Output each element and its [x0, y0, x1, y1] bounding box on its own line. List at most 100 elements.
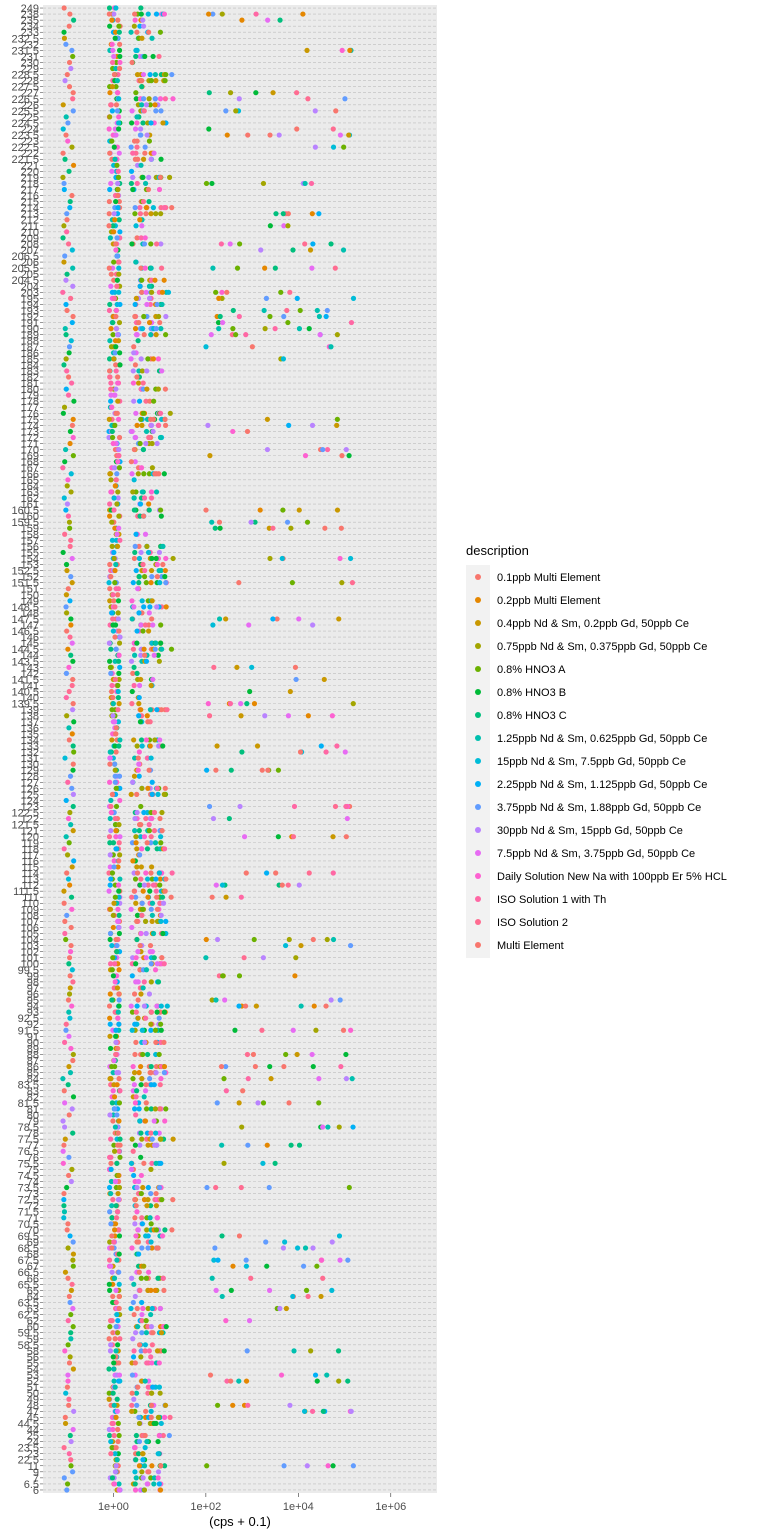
data-point	[134, 29, 140, 35]
data-point	[147, 1070, 153, 1076]
data-point	[61, 1142, 67, 1148]
legend-key	[475, 919, 481, 925]
data-point	[109, 1269, 115, 1275]
data-point	[111, 356, 117, 362]
y-tick-label: 114	[21, 868, 39, 880]
data-point	[67, 809, 73, 816]
data-point	[324, 936, 330, 943]
data-point	[336, 616, 342, 622]
data-point	[169, 1227, 175, 1233]
data-point	[142, 531, 149, 537]
y-tick-label: 59.5	[18, 1328, 39, 1340]
data-point	[138, 1154, 144, 1160]
data-point	[142, 1118, 149, 1124]
data-point	[286, 1100, 292, 1106]
data-point	[156, 1130, 162, 1136]
data-point	[149, 440, 155, 447]
data-point	[109, 1203, 115, 1209]
data-point	[139, 785, 145, 791]
data-point	[141, 313, 147, 320]
data-point	[107, 1209, 113, 1215]
data-point	[159, 289, 166, 295]
data-point	[157, 882, 163, 888]
data-point	[145, 894, 151, 900]
data-point	[264, 446, 271, 453]
data-point	[155, 386, 161, 392]
y-tick-label: 175	[21, 414, 39, 426]
data-point	[106, 126, 112, 132]
data-point	[116, 465, 123, 471]
data-point	[116, 822, 122, 828]
data-point	[131, 1070, 138, 1076]
y-tick-label: 224.5	[11, 118, 39, 130]
data-point	[64, 483, 70, 489]
data-point	[324, 1372, 330, 1378]
data-point	[145, 1184, 151, 1191]
data-point	[158, 211, 164, 217]
y-tick-label: 81	[27, 1104, 39, 1116]
y-tick-label: 224	[21, 124, 39, 136]
data-point	[66, 1009, 72, 1015]
data-point	[63, 604, 69, 610]
data-point	[148, 1239, 154, 1245]
data-point	[70, 313, 76, 320]
y-tick-label: 170	[21, 445, 39, 457]
data-point	[67, 773, 74, 779]
data-point	[281, 313, 287, 320]
data-point	[129, 1402, 135, 1408]
data-point	[137, 852, 143, 858]
data-point	[153, 78, 159, 84]
data-point	[112, 465, 118, 471]
data-point	[158, 840, 164, 846]
data-point	[136, 1269, 142, 1275]
data-point	[67, 1015, 73, 1021]
data-point	[66, 737, 72, 743]
data-point	[140, 561, 146, 568]
data-point	[139, 1245, 145, 1251]
y-tick-label: 169	[21, 451, 39, 463]
data-point	[60, 1118, 66, 1124]
data-point	[70, 1051, 76, 1058]
data-point	[149, 616, 155, 622]
y-tick-label: 96	[27, 989, 39, 1001]
data-point	[291, 1348, 297, 1354]
data-point	[133, 531, 139, 537]
data-point	[147, 604, 153, 610]
data-point	[150, 1384, 156, 1390]
y-tick-label: 103	[21, 941, 39, 953]
data-point	[141, 1003, 148, 1009]
data-point	[245, 1142, 251, 1148]
data-point	[139, 912, 145, 918]
y-tick-label: 226.5	[11, 94, 39, 106]
data-point	[156, 870, 162, 876]
data-point	[219, 1293, 225, 1300]
data-point	[107, 779, 113, 785]
data-point	[224, 132, 230, 138]
y-tick-label: 58.5	[18, 1340, 39, 1352]
y-tick-label: 180	[21, 384, 39, 396]
y-tick-label: 226	[21, 100, 39, 112]
data-point	[144, 1438, 150, 1445]
data-point	[131, 604, 137, 610]
data-point	[107, 586, 113, 592]
data-point	[156, 1384, 163, 1390]
y-tick-label: 232.5	[11, 33, 39, 45]
data-point	[161, 1348, 167, 1354]
data-point	[139, 1027, 145, 1033]
data-point	[140, 1475, 146, 1481]
y-tick-label: 214	[21, 203, 39, 215]
data-point	[64, 912, 70, 918]
data-point	[137, 217, 143, 223]
data-point	[143, 1100, 149, 1106]
data-point	[143, 955, 149, 961]
data-point	[140, 198, 147, 205]
data-point	[111, 1057, 117, 1064]
data-point	[158, 1160, 164, 1166]
data-point	[240, 1088, 246, 1094]
data-point	[116, 1148, 122, 1154]
data-point	[213, 767, 219, 773]
data-point	[262, 265, 268, 271]
data-point	[113, 368, 119, 374]
data-point	[230, 1402, 236, 1408]
data-point	[65, 1082, 71, 1088]
